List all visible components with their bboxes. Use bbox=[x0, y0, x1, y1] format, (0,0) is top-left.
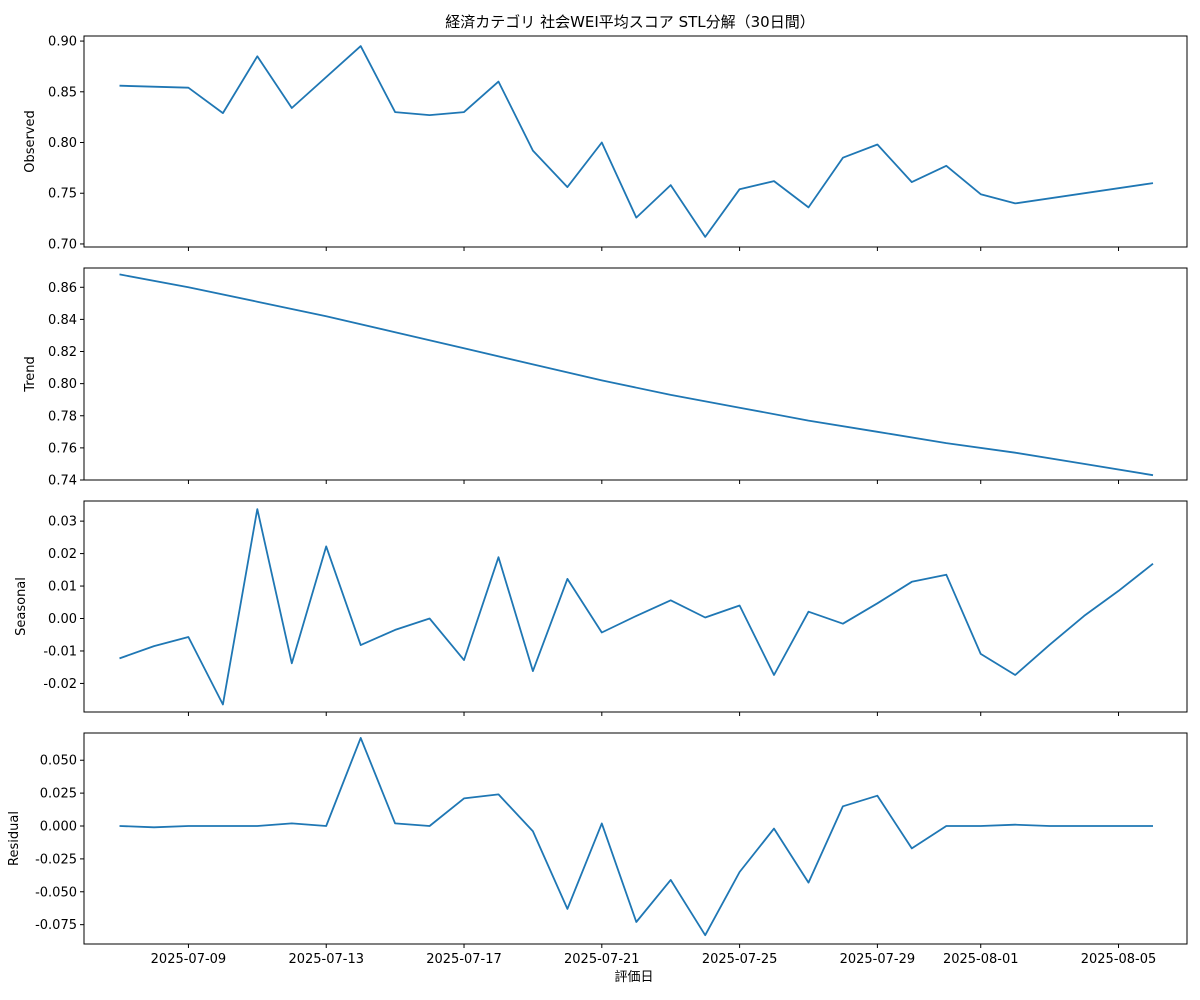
y-tick-label: 0.82 bbox=[48, 345, 77, 360]
x-tick-label: 2025-07-13 bbox=[288, 952, 364, 967]
y-tick-label: 0.75 bbox=[48, 187, 77, 202]
y-tick-label: 0.000 bbox=[40, 820, 77, 835]
y-tick-label: 0.86 bbox=[48, 281, 77, 296]
y-tick-label: 0.74 bbox=[48, 474, 77, 489]
y-tick-label: -0.025 bbox=[35, 852, 77, 867]
y-tick-label: 0.84 bbox=[48, 313, 77, 328]
x-tick-label: 2025-07-25 bbox=[702, 952, 778, 967]
x-tick-label: 2025-08-01 bbox=[943, 952, 1019, 967]
y-tick-label: -0.01 bbox=[43, 644, 77, 659]
x-tick-label: 2025-07-21 bbox=[564, 952, 640, 967]
y-tick-label: 0.80 bbox=[48, 136, 77, 151]
y-tick-label: 0.02 bbox=[48, 547, 77, 562]
y-tick-label: 0.85 bbox=[48, 85, 77, 100]
y-tick-label: 0.80 bbox=[48, 377, 77, 392]
x-tick-label: 2025-08-05 bbox=[1081, 952, 1157, 967]
y-tick-label: 0.00 bbox=[48, 612, 77, 627]
y-tick-label: -0.075 bbox=[35, 918, 77, 933]
subplot-seasonal: -0.02 -0.01 0.00 0.01 0.02 0.03 Seasonal bbox=[14, 500, 1188, 716]
x-tick-label: 2025-07-17 bbox=[426, 952, 502, 967]
series-line-observed bbox=[119, 45, 1154, 238]
subplot-trend: 0.74 0.76 0.78 0.80 0.82 0.84 0.86 Trend bbox=[23, 267, 1188, 489]
y-tick-label: 0.90 bbox=[48, 35, 77, 50]
y-tick-label: 0.050 bbox=[40, 754, 77, 769]
y-axis-label: Seasonal bbox=[14, 577, 29, 636]
series-line-residual bbox=[119, 737, 1153, 937]
subplot-observed: 0.70 0.75 0.80 0.85 0.90 Observed bbox=[23, 35, 1188, 252]
subplot-residual: -0.075 -0.050 -0.025 0.000 0.025 0.050 2025-07… bbox=[7, 732, 1188, 967]
y-tick-label: 0.03 bbox=[48, 515, 77, 530]
series-line-seasonal bbox=[119, 508, 1154, 706]
y-tick-label: 0.78 bbox=[48, 409, 77, 424]
axes-frame bbox=[83, 35, 1188, 248]
figure-title: 経済カテゴリ 社会WEI平均スコア STL分解（30日間） bbox=[445, 13, 814, 31]
y-tick-label: 0.70 bbox=[48, 237, 77, 252]
subplots: 0.70 0.75 0.80 0.85 0.90 Observed 0.74 0.76 0.78… bbox=[7, 35, 1188, 967]
y-tick-label: -0.050 bbox=[35, 885, 77, 900]
axes-frame bbox=[83, 500, 1188, 713]
x-tick-label: 2025-07-29 bbox=[840, 952, 916, 967]
x-tick-label: 2025-07-09 bbox=[151, 952, 227, 967]
y-tick-label: 0.01 bbox=[48, 580, 77, 595]
y-tick-label: -0.02 bbox=[43, 677, 77, 692]
y-axis-label: Residual bbox=[7, 811, 22, 866]
y-tick-label: 0.76 bbox=[48, 441, 77, 456]
y-axis-label: Trend bbox=[23, 356, 38, 393]
x-axis-label: 評価日 bbox=[614, 970, 653, 985]
series-line-trend bbox=[119, 273, 1154, 477]
axes-frame bbox=[83, 267, 1188, 481]
axes-frame bbox=[83, 732, 1188, 945]
y-tick-label: 0.025 bbox=[40, 787, 77, 802]
y-axis-label: Observed bbox=[23, 110, 38, 173]
